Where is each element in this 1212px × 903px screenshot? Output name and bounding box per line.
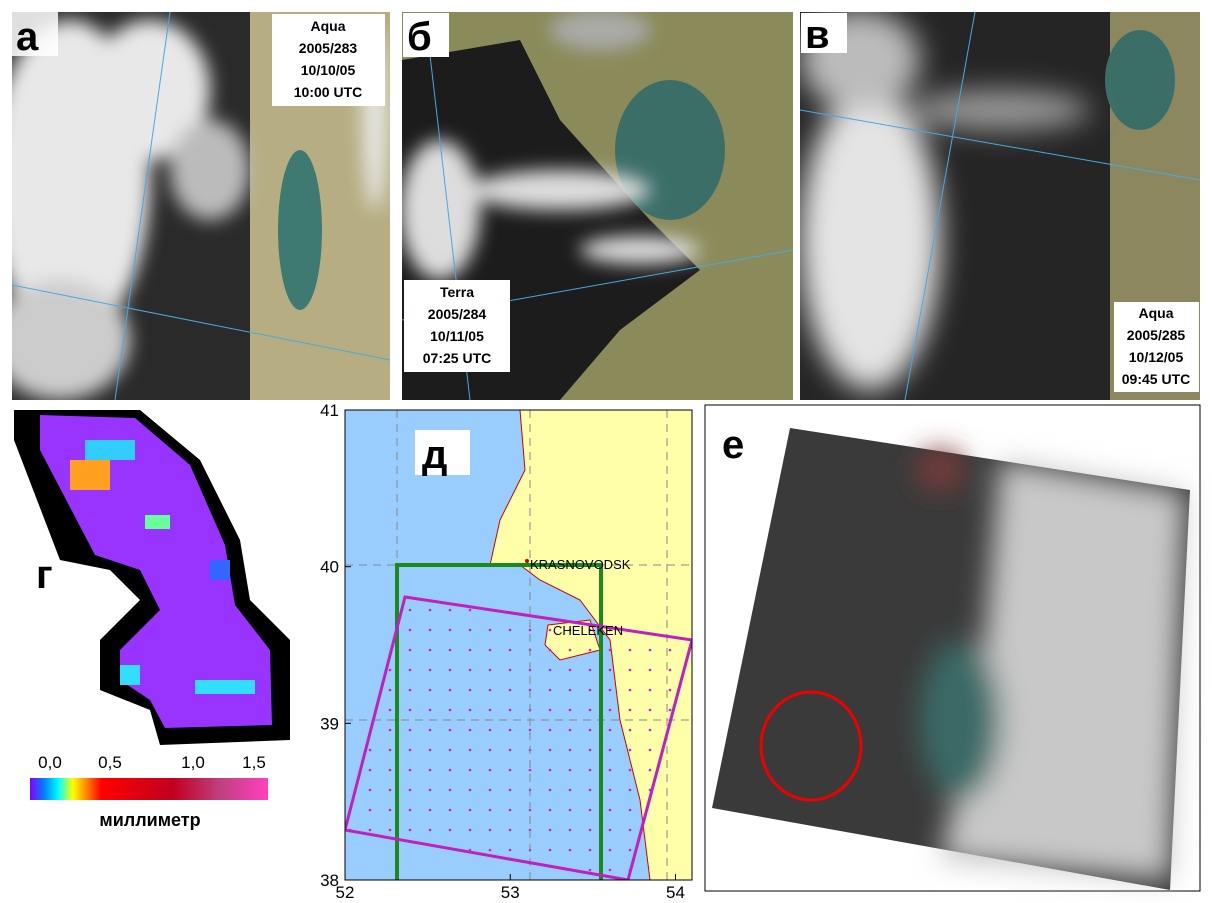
caption-line: Aqua xyxy=(311,18,346,34)
colorbar-label: 0,5 xyxy=(98,753,122,772)
caption-line: 10/10/05 xyxy=(301,62,356,78)
caption-line: 10:00 UTC xyxy=(294,84,362,100)
satellite-image xyxy=(712,428,1190,890)
caption-line: Aqua xyxy=(1139,305,1174,321)
panel-letter: в xyxy=(805,13,830,57)
x-tick-label: 54 xyxy=(666,883,685,902)
caption-line: 2005/284 xyxy=(428,306,487,322)
colorbar-label: 0,0 xyxy=(38,753,62,772)
caption-line: 2005/285 xyxy=(1127,327,1186,343)
place-label: CHELEKEN xyxy=(553,623,623,638)
panel-letter: г xyxy=(36,553,53,597)
colorbar-label: 1,0 xyxy=(181,753,205,772)
y-tick-label: 39 xyxy=(320,714,339,733)
x-tick-label: 53 xyxy=(501,883,520,902)
precipitation-map xyxy=(14,410,290,745)
map: д KRASNOVODSK CHELEKEN xyxy=(345,410,692,895)
panel-letter: б xyxy=(407,15,432,59)
y-tick-label: 40 xyxy=(320,558,339,577)
y-tick-label: 38 xyxy=(320,871,339,890)
colorbar-unit: миллиметр xyxy=(99,810,200,830)
colorbar-label: 1,5 xyxy=(242,753,266,772)
caption-line: 10/12/05 xyxy=(1129,349,1184,365)
y-tick-label: 41 xyxy=(320,401,339,420)
panel-letter: а xyxy=(16,15,39,59)
place-label: KRASNOVODSK xyxy=(530,557,631,572)
caption-line: 07:25 UTC xyxy=(423,350,491,366)
panel-letter: д xyxy=(422,433,447,477)
page: Aqua 2005/283 10/10/05 10:00 UTC а Terra… xyxy=(0,0,1212,903)
caption-line: 09:45 UTC xyxy=(1122,371,1190,387)
panel-letter: е xyxy=(722,423,744,467)
colorbar xyxy=(30,778,268,800)
caption-line: Terra xyxy=(440,284,474,300)
caption-line: 2005/283 xyxy=(299,40,358,56)
caption-line: 10/11/05 xyxy=(430,328,484,344)
figure: Aqua 2005/283 10/10/05 10:00 UTC а Terra… xyxy=(0,0,1212,903)
